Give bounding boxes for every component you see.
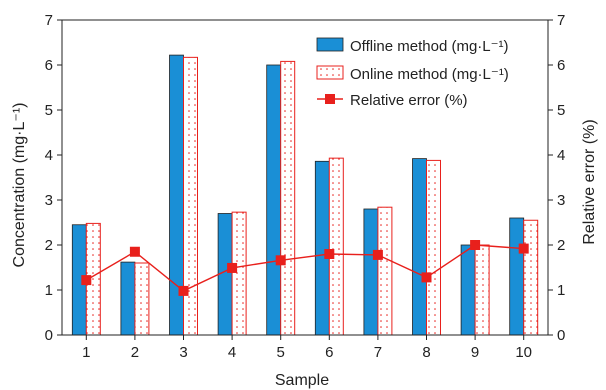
point-relative-error-1 xyxy=(81,275,92,286)
x-tick-label-9: 9 xyxy=(471,344,479,361)
y-tick-label-2: 2 xyxy=(45,237,53,254)
y2-tick-label-0: 0 xyxy=(557,327,565,344)
bar-online-4 xyxy=(231,211,247,336)
point-relative-error-2 xyxy=(129,246,140,257)
legend-swatch-online xyxy=(316,65,344,80)
point-relative-error-9 xyxy=(470,240,481,250)
point-relative-error-6 xyxy=(324,249,335,259)
bar-online-7 xyxy=(377,206,393,336)
point-relative-error-3 xyxy=(178,285,189,296)
bar-offline-10 xyxy=(509,217,525,336)
point-relative-error-5 xyxy=(275,255,286,266)
bar-offline-5 xyxy=(266,64,282,336)
point-relative-error-7 xyxy=(372,249,383,260)
series-line-relative-error xyxy=(85,244,524,292)
point-relative-error-4 xyxy=(227,262,238,273)
bar-offline-2 xyxy=(120,261,136,336)
legend-label-online: Online method (mg·L⁻¹) xyxy=(350,66,509,83)
bar-online-10 xyxy=(523,219,539,336)
bar-offline-8 xyxy=(412,158,427,336)
bar-online-2 xyxy=(134,262,150,336)
bar-online-9 xyxy=(474,244,490,336)
y-tick-label-7: 7 xyxy=(45,12,53,29)
y2-axis-label: Relative error (%) xyxy=(581,119,598,244)
y-tick-label-1: 1 xyxy=(45,282,53,299)
y-tick-label-0: 0 xyxy=(45,327,53,344)
bar-offline-9 xyxy=(460,244,476,336)
legend-label-offline: Offline method (mg·L⁻¹) xyxy=(350,38,509,55)
y2-tick-label-5: 5 xyxy=(557,102,565,119)
x-tick-label-4: 4 xyxy=(228,344,236,361)
y-tick-label-5: 5 xyxy=(45,102,53,119)
x-tick-label-7: 7 xyxy=(374,344,382,361)
y-tick-label-6: 6 xyxy=(45,57,53,74)
y-tick-label-4: 4 xyxy=(45,147,53,164)
x-tick-label-1: 1 xyxy=(82,344,90,361)
legend-marker-error xyxy=(325,94,335,104)
y2-tick-label-6: 6 xyxy=(557,57,565,74)
point-relative-error-10 xyxy=(518,243,529,254)
plot-frame xyxy=(61,19,549,336)
point-relative-error-8 xyxy=(421,272,432,283)
bar-offline-6 xyxy=(314,160,330,336)
legend-label-error: Relative error (%) xyxy=(350,92,468,109)
y2-tick-label-1: 1 xyxy=(557,282,565,299)
bar-online-5 xyxy=(280,60,296,336)
x-tick-label-2: 2 xyxy=(131,344,139,361)
bar-online-6 xyxy=(328,157,344,336)
y-tick-label-3: 3 xyxy=(45,192,53,209)
legend: Offline method (mg·L⁻¹) Online method (m… xyxy=(316,37,509,109)
x-tick-label-3: 3 xyxy=(179,344,187,361)
axes: 0 0 1 1 2 2 3 3 4 4 5 5 6 6 7 7 1 2 3 4 5 6 7 8 9 10 xyxy=(45,12,566,361)
y-axis-label: Concentration (mg·L⁻¹) xyxy=(11,103,28,268)
x-tick-label-5: 5 xyxy=(277,344,285,361)
y2-tick-label-7: 7 xyxy=(557,12,565,29)
y2-tick-label-2: 2 xyxy=(557,237,565,254)
x-axis-label: Sample xyxy=(275,372,329,389)
y2-tick-label-3: 3 xyxy=(557,192,565,209)
bar-offline-7 xyxy=(363,208,379,336)
plot-area xyxy=(71,54,539,336)
y2-tick-label-4: 4 xyxy=(557,147,565,164)
legend-swatch-offline xyxy=(316,37,344,52)
x-tick-label-8: 8 xyxy=(422,344,430,361)
x-tick-label-6: 6 xyxy=(325,344,333,361)
x-tick-label-10: 10 xyxy=(515,344,532,361)
bar-online-8 xyxy=(426,159,441,336)
